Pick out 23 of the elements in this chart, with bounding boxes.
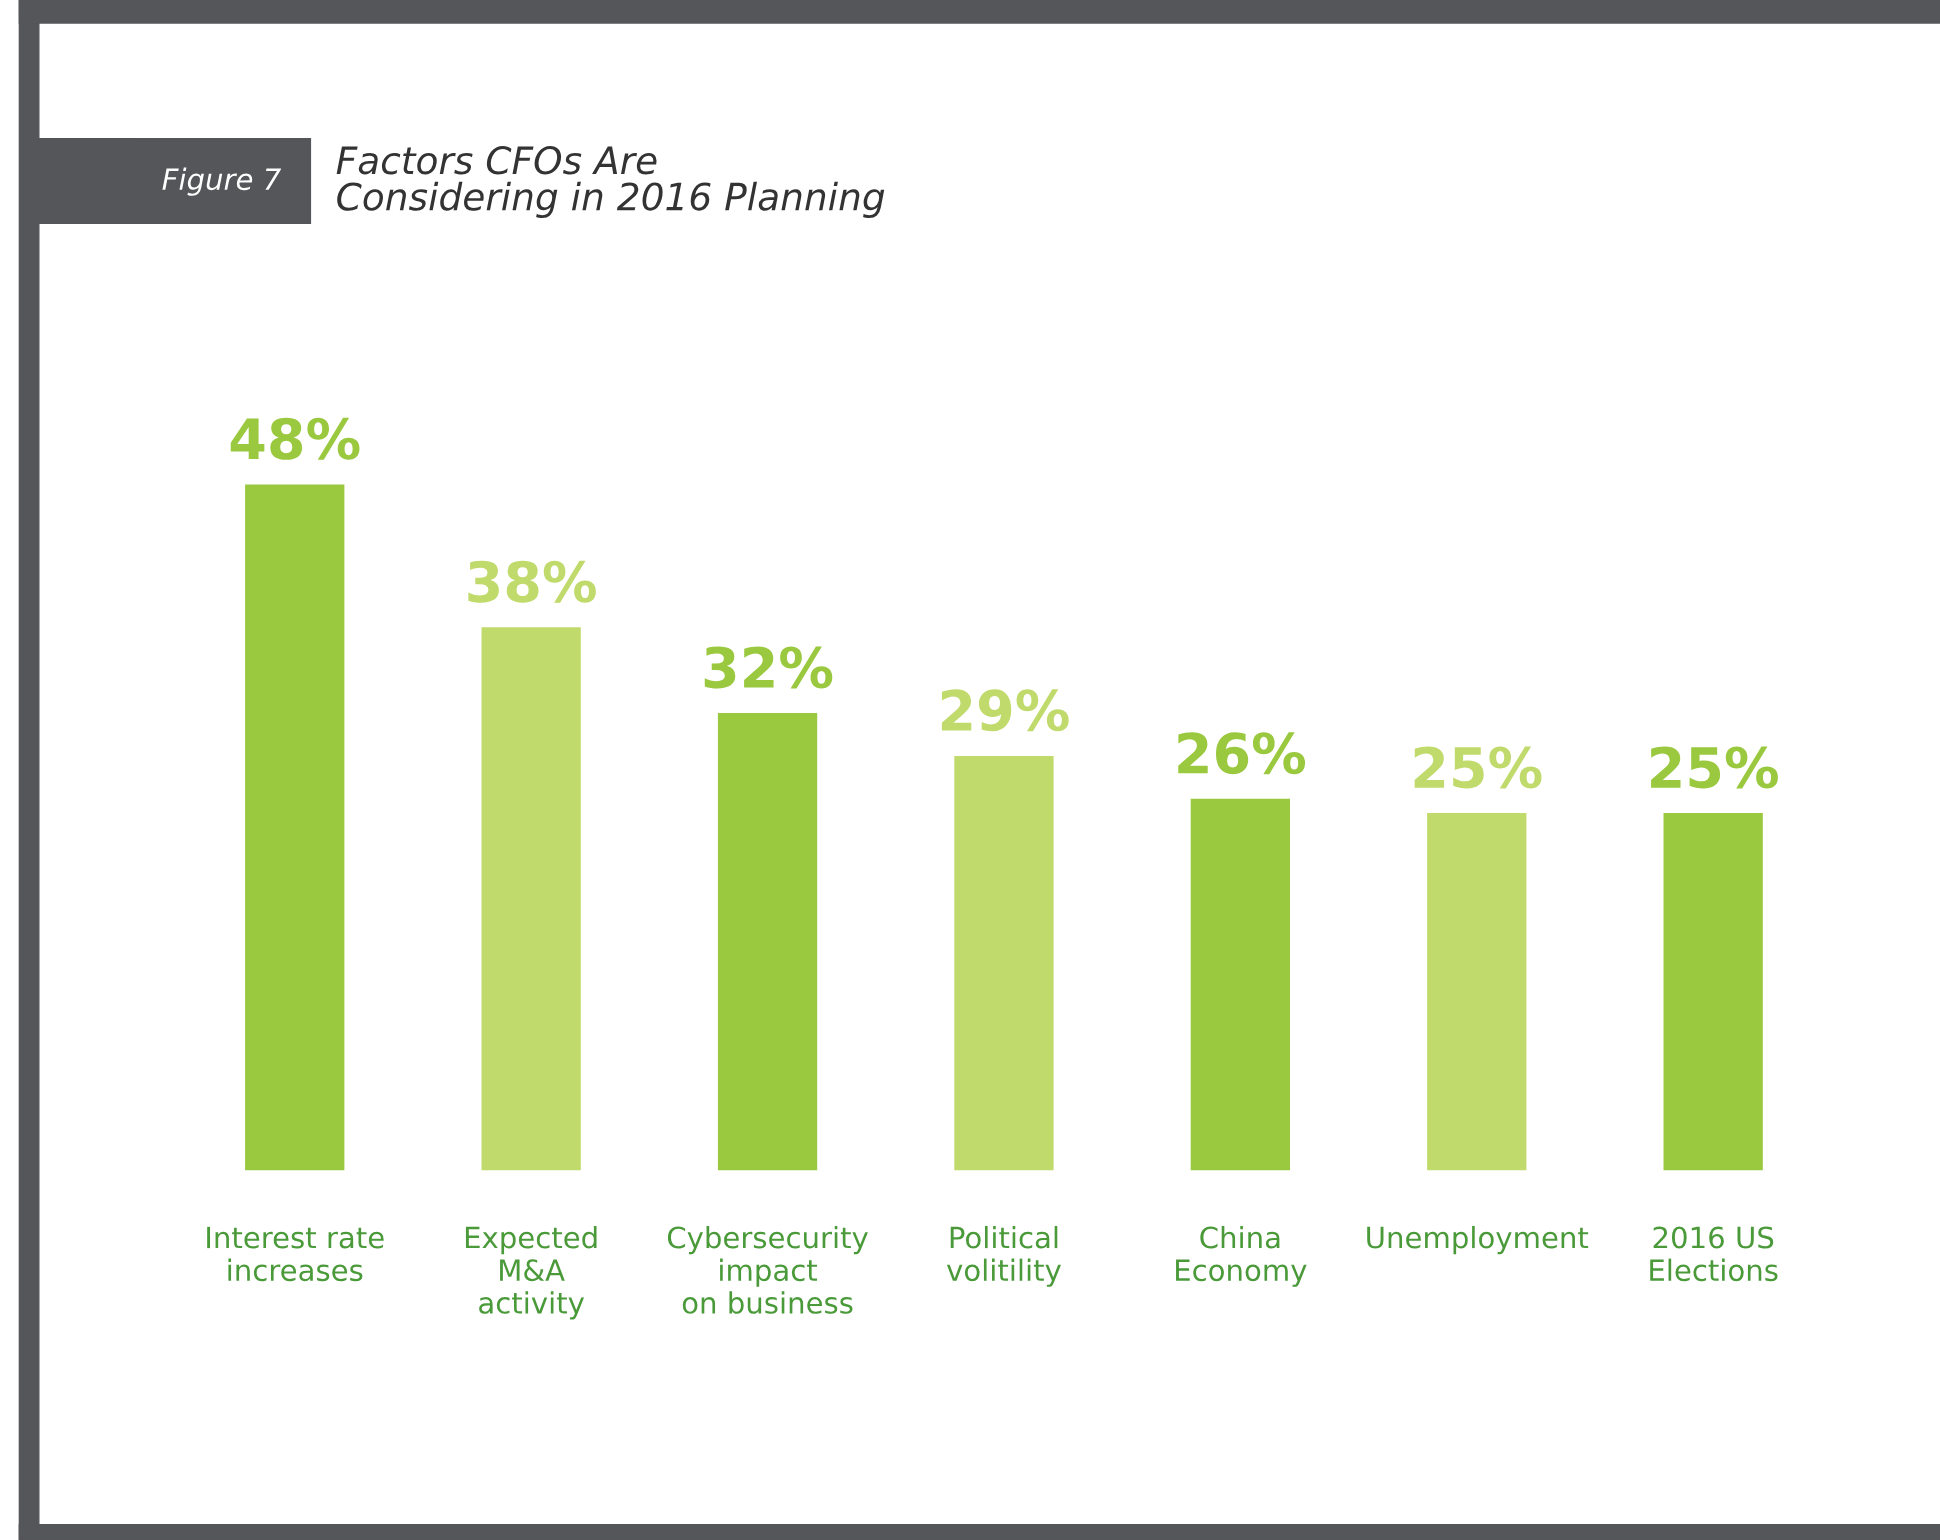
x-tick-label: Interest rate increases (207, 1226, 384, 1282)
bar (1427, 813, 1527, 1171)
data-label: 48% (230, 417, 360, 460)
bar (1663, 813, 1763, 1171)
chart-title: Factors CFOs Are Considering in 2016 Planning (336, 146, 885, 219)
data-label: 25% (1651, 746, 1778, 789)
data-label: 25% (1414, 746, 1542, 789)
x-tick-label: Cybersecurity impact on business (667, 1225, 868, 1314)
x-tick-label: 2016 US Elections (1650, 1226, 1778, 1282)
x-tick-label: China Economy (1176, 1225, 1307, 1287)
x-tick-label: Political volitility (946, 1225, 1061, 1287)
bar (1190, 798, 1290, 1171)
bar (245, 484, 345, 1171)
bar (717, 713, 818, 1171)
data-label: 32% (704, 646, 833, 689)
data-label: 38% (468, 560, 596, 603)
bar (954, 755, 1054, 1171)
bar (481, 627, 581, 1171)
x-tick-label: Unemployment (1367, 1225, 1589, 1255)
data-label: 29% (941, 689, 1069, 732)
caption: Figure 7 (162, 167, 282, 196)
x-tick-label: Expected M&A activity (465, 1225, 597, 1320)
data-label: 26% (1178, 732, 1306, 775)
